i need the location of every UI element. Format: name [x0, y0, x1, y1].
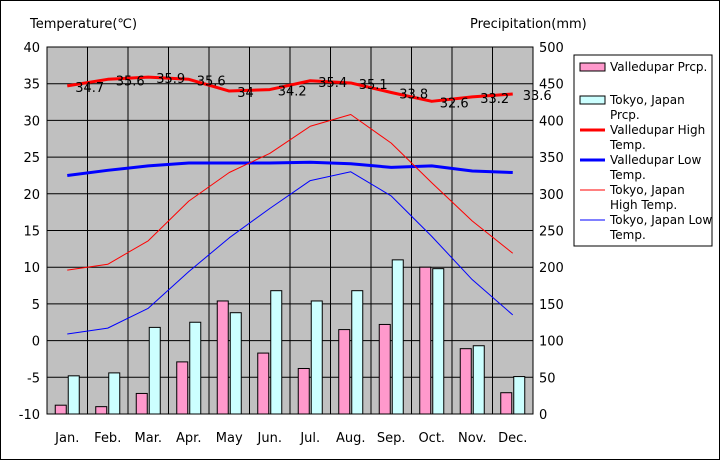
data-label-high-temp: 34.7 [75, 81, 104, 96]
plot-area: 4035302520151050-5-105004504003503002502… [19, 41, 564, 446]
bar-valledupar-precipitation [378, 323, 391, 415]
data-label-high-temp: 35.9 [156, 72, 185, 87]
data-label-high-temp: 33.2 [480, 92, 509, 107]
bar-tokyo-precipitation [310, 300, 323, 415]
left-tick-label: 35 [23, 78, 40, 93]
left-tick-label: -10 [19, 408, 40, 423]
right-tick-label: 400 [539, 114, 564, 129]
left-tick-label: -5 [27, 371, 40, 386]
bar-tokyo-precipitation [189, 321, 202, 415]
legend-label: Tokyo, Japan Prcp. [609, 93, 685, 122]
category-label: Dec. [498, 431, 527, 446]
category-label: Mar. [135, 431, 162, 446]
right-tick-label: 200 [539, 261, 564, 276]
data-label-high-temp: 33.6 [523, 89, 552, 104]
right-axis-title: Precipitation(mm) [470, 17, 587, 32]
right-tick-label: 150 [539, 298, 564, 313]
category-label: Aug. [336, 431, 366, 446]
bar-valledupar-precipitation [216, 300, 229, 415]
left-tick-label: 30 [23, 114, 40, 129]
line-valledupar-low [67, 160, 513, 177]
bar-valledupar-precipitation [54, 404, 67, 415]
right-tick-label: 250 [539, 225, 564, 240]
line-valledupar-high [67, 75, 513, 103]
right-tick-label: 500 [539, 41, 564, 56]
bar-tokyo-precipitation [351, 290, 364, 415]
bar-tokyo-precipitation [513, 376, 526, 415]
legend-box [573, 54, 713, 247]
category-label: Jun. [257, 431, 282, 446]
bar-valledupar-precipitation [176, 361, 189, 415]
data-label-high-temp: 34.2 [278, 85, 307, 100]
right-tick-label: 350 [539, 151, 564, 166]
bar-tokyo-precipitation [432, 268, 445, 415]
left-tick-label: 20 [23, 188, 40, 203]
bar-valledupar-precipitation [135, 392, 148, 415]
legend-label: Valledupar Low Temp. [609, 153, 701, 182]
right-tick-label: 50 [539, 371, 556, 386]
data-label-high-temp: 32.6 [440, 96, 469, 111]
left-tick-label: 40 [23, 41, 40, 56]
left-tick-label: 15 [23, 225, 40, 240]
right-tick-label: 100 [539, 335, 564, 350]
line-tokyo-low [67, 171, 514, 335]
data-label-high-temp: 35.4 [318, 76, 347, 91]
bar-valledupar-precipitation [297, 367, 310, 415]
data-label-high-temp: 35.6 [197, 74, 226, 89]
category-label: Sep. [377, 431, 406, 446]
bar-valledupar-precipitation [257, 352, 270, 415]
legend-label: Tokyo, Japan High Temp. [609, 183, 685, 212]
legend-swatch-tokyo-prcp [579, 95, 606, 105]
bar-tokyo-precipitation [391, 259, 404, 415]
right-tick-label: 0 [539, 408, 547, 423]
bar-valledupar-precipitation [459, 348, 472, 415]
data-label-high-temp: 34 [237, 86, 254, 101]
left-tick-label: 10 [23, 261, 40, 276]
bar-valledupar-precipitation [500, 392, 513, 415]
bar-valledupar-precipitation [95, 406, 108, 415]
bar-tokyo-precipitation [108, 372, 121, 415]
legend-label: Valledupar High Temp. [609, 123, 705, 152]
category-label: May [216, 431, 243, 446]
legend-label: Tokyo, Japan Low Temp. [609, 213, 712, 242]
left-tick-label: 25 [23, 151, 40, 166]
legend-label: Valledupar Prcp. [610, 60, 707, 74]
bar-valledupar-precipitation [338, 329, 351, 415]
data-label-high-temp: 35.1 [359, 78, 388, 93]
legend: Valledupar Prcp.Tokyo, Japan Prcp.Valledu… [573, 54, 713, 247]
legend-swatch-valledupar-prcp [579, 62, 606, 72]
bar-tokyo-precipitation [270, 290, 283, 415]
category-label: Nov. [458, 431, 487, 446]
bar-tokyo-precipitation [67, 375, 80, 415]
category-label: Feb. [94, 431, 121, 446]
right-tick-label: 450 [539, 78, 564, 93]
data-label-high-temp: 33.8 [399, 88, 428, 103]
bar-tokyo-precipitation [472, 345, 485, 415]
category-label: Oct. [418, 431, 445, 446]
bar-valledupar-precipitation [419, 266, 432, 415]
data-label-high-temp: 35.6 [116, 74, 145, 89]
bar-tokyo-precipitation [229, 312, 242, 415]
left-tick-label: 0 [32, 335, 40, 350]
category-label: Jul. [299, 431, 320, 446]
left-axis-title: Temperature(℃) [29, 17, 137, 32]
category-label: Jan. [54, 431, 79, 446]
bar-tokyo-precipitation [148, 326, 161, 415]
line-tokyo-high [67, 114, 514, 271]
right-tick-label: 300 [539, 188, 564, 203]
category-label: Apr. [176, 431, 201, 446]
left-tick-label: 5 [32, 298, 40, 313]
